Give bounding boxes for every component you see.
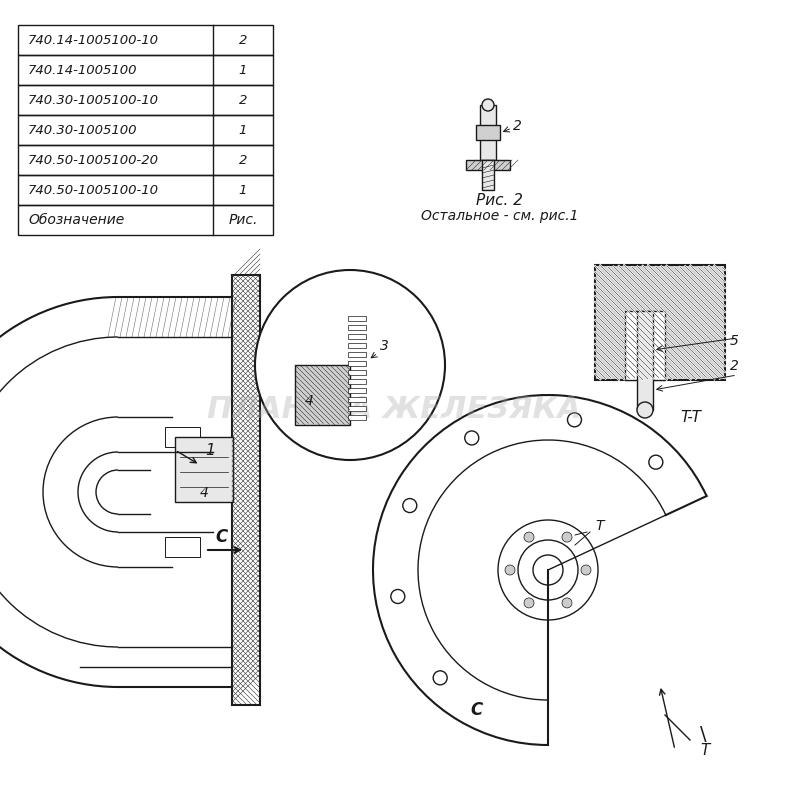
Circle shape <box>637 402 653 418</box>
Text: 740.14-1005100: 740.14-1005100 <box>28 63 137 77</box>
Text: \: \ <box>700 725 707 744</box>
Bar <box>175 437 233 502</box>
Text: 5: 5 <box>730 334 739 348</box>
Text: 1: 1 <box>205 443 215 458</box>
Text: Рис.: Рис. <box>229 213 258 227</box>
Text: 1: 1 <box>239 63 247 77</box>
Bar <box>18 145 273 175</box>
Circle shape <box>482 99 494 111</box>
Bar <box>625 311 665 380</box>
Text: Рис. 2: Рис. 2 <box>477 193 523 208</box>
Text: 740.30-1005100: 740.30-1005100 <box>28 123 137 137</box>
Text: 3: 3 <box>380 339 388 353</box>
Text: 1: 1 <box>239 183 247 197</box>
Bar <box>18 175 273 205</box>
Text: 740.50-1005100-20: 740.50-1005100-20 <box>28 154 159 166</box>
Text: C: C <box>215 528 227 546</box>
Bar <box>165 427 200 447</box>
Circle shape <box>505 565 515 575</box>
Bar <box>348 379 366 384</box>
Text: 2: 2 <box>239 154 247 166</box>
Text: 4: 4 <box>200 486 209 500</box>
Text: 4: 4 <box>305 394 314 408</box>
Text: T: T <box>700 743 709 758</box>
Text: Остальное - см. рис.1: Остальное - см. рис.1 <box>422 209 578 223</box>
Text: 2: 2 <box>513 119 522 133</box>
Bar <box>18 205 273 235</box>
Bar <box>466 160 510 170</box>
Bar <box>348 334 366 339</box>
Bar <box>165 537 200 557</box>
Text: Обозначение: Обозначение <box>28 213 125 227</box>
Text: 740.30-1005100-10: 740.30-1005100-10 <box>28 94 159 106</box>
Bar <box>348 406 366 411</box>
Bar <box>18 85 273 115</box>
Bar <box>476 125 500 140</box>
Text: ПЛАНЕТА ЖЕЛЕЗЯКА: ПЛАНЕТА ЖЕЛЕЗЯКА <box>207 395 581 425</box>
Text: T: T <box>595 519 604 533</box>
Text: 740.50-1005100-10: 740.50-1005100-10 <box>28 183 159 197</box>
Bar <box>480 105 496 160</box>
Bar <box>348 343 366 348</box>
Bar <box>18 25 273 55</box>
Text: 2: 2 <box>730 359 739 373</box>
Bar <box>348 370 366 375</box>
Bar <box>637 311 653 410</box>
Text: T-T: T-T <box>680 410 701 425</box>
Bar <box>348 316 366 321</box>
Circle shape <box>524 598 534 608</box>
Bar <box>348 325 366 330</box>
Circle shape <box>562 598 572 608</box>
Bar <box>482 160 494 190</box>
Text: 2: 2 <box>239 94 247 106</box>
Bar <box>348 361 366 366</box>
Bar <box>232 275 260 705</box>
Bar <box>18 115 273 145</box>
Circle shape <box>562 532 572 542</box>
Text: 2: 2 <box>239 34 247 46</box>
Text: 1: 1 <box>239 123 247 137</box>
Bar <box>295 365 350 425</box>
Circle shape <box>255 270 445 460</box>
Bar <box>595 265 725 380</box>
Bar <box>348 397 366 402</box>
Circle shape <box>581 565 591 575</box>
Text: 740.14-1005100-10: 740.14-1005100-10 <box>28 34 159 46</box>
Bar <box>348 415 366 420</box>
Bar <box>348 388 366 393</box>
Circle shape <box>524 532 534 542</box>
Text: C: C <box>470 701 482 719</box>
Bar <box>348 352 366 357</box>
Bar <box>18 55 273 85</box>
